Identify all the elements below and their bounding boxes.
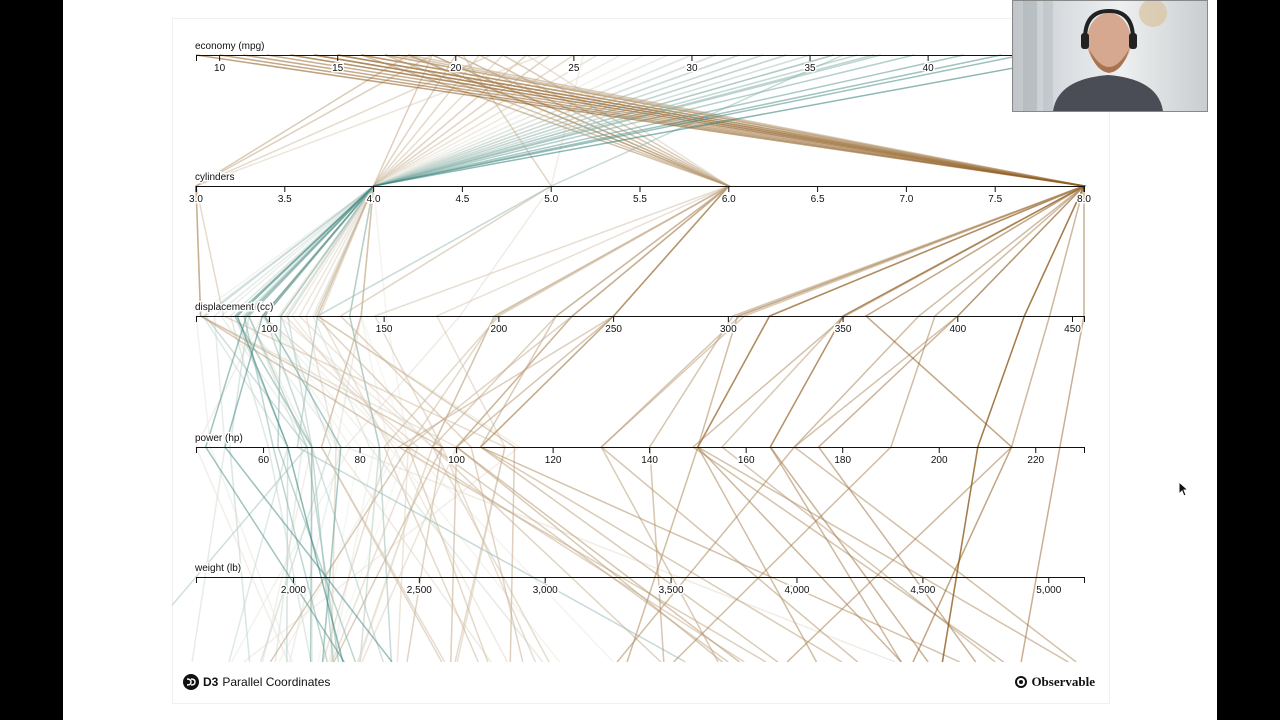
car-line <box>263 54 964 662</box>
tick-label: 160 <box>738 455 755 466</box>
car-line <box>234 54 915 662</box>
car-line <box>373 54 731 662</box>
observable-brand-text: Observable <box>1031 674 1095 689</box>
d3-logo-icon <box>183 674 199 690</box>
axis-title: power (hp) <box>195 433 243 444</box>
tick-label: 35 <box>804 63 816 74</box>
car-line <box>335 54 575 662</box>
car-line <box>243 54 874 662</box>
car-line <box>361 54 961 662</box>
tick-label: 40 <box>923 63 935 74</box>
tick-label: 25 <box>568 63 580 74</box>
tick-label: 120 <box>545 455 562 466</box>
car-line <box>277 54 882 662</box>
tick-label: 3,000 <box>533 585 558 596</box>
tick-label: 7.5 <box>988 194 1002 205</box>
tick-label: 20 <box>450 63 462 74</box>
car-line <box>259 54 764 662</box>
car-line <box>344 54 896 662</box>
tick-label: 220 <box>1027 455 1044 466</box>
car-line <box>384 54 1087 662</box>
car-line <box>234 54 787 662</box>
tick-label: 2,000 <box>281 585 306 596</box>
car-line <box>290 54 1086 662</box>
axis-title: weight (lb) <box>194 563 241 574</box>
car-line <box>384 54 740 662</box>
tick-label: 200 <box>491 324 508 335</box>
tick-label: 300 <box>720 324 737 335</box>
tick-label: 6.5 <box>811 194 825 205</box>
tick-label: 450 <box>1064 324 1081 335</box>
car-line <box>431 54 731 662</box>
axis-wt[interactable]: weight (lb) 2,000 2,500 3,000 3,500 4,000 4,50… <box>193 562 1085 598</box>
tick-label: 180 <box>834 455 851 466</box>
axis-cyl[interactable]: cylinders 3.0 3.5 4.0 4.5 5.0 5.5 6.0 6.5 7.0 7.5 8… <box>188 171 1093 207</box>
d3-label: D3 <box>203 675 219 689</box>
observable-logo-icon <box>1015 676 1028 688</box>
tick-label: 4.5 <box>455 194 469 205</box>
car-line <box>172 54 811 607</box>
car-line <box>263 54 669 662</box>
car-line <box>320 54 480 662</box>
tick-label: 100 <box>261 324 278 335</box>
car-line <box>339 54 553 662</box>
observable-brand-link[interactable]: Observable <box>1015 673 1095 691</box>
car-line <box>224 54 1023 662</box>
tick-label: 10 <box>214 63 226 74</box>
tick-label: 4,000 <box>784 585 809 596</box>
tick-label: 8.0 <box>1077 194 1091 205</box>
notebook-title[interactable]: D3 Parallel Coordinates <box>183 673 330 691</box>
tick-label: 15 <box>332 63 344 74</box>
car-line <box>195 54 1086 662</box>
tick-label: 5,000 <box>1036 585 1061 596</box>
tick-label: 2,500 <box>407 585 432 596</box>
car-line <box>435 54 731 662</box>
tick-label: 100 <box>448 455 465 466</box>
axis-title: displacement (cc) <box>195 302 273 313</box>
webcam-overlay <box>1012 0 1208 112</box>
axis-hp[interactable]: power (hp) 60 80 100 120 140 160 180 200 220 <box>194 432 1085 468</box>
tick-label: 60 <box>258 455 270 466</box>
tick-label: 200 <box>931 455 948 466</box>
axis-mpg[interactable]: economy (mpg) 10 15 20 25 30 35 40 <box>194 40 1085 76</box>
tick-label: 140 <box>641 455 658 466</box>
car-line <box>348 54 834 662</box>
car-line <box>263 54 646 662</box>
tick-label: 3,500 <box>659 585 684 596</box>
tick-label: 3.5 <box>278 194 292 205</box>
tick-label: 250 <box>605 324 622 335</box>
tick-label: 350 <box>835 324 852 335</box>
car-line <box>195 54 444 662</box>
tick-label: 6.0 <box>722 194 736 205</box>
car-line <box>408 54 843 662</box>
car-line <box>195 54 544 662</box>
tick-label: 150 <box>376 324 393 335</box>
car-line <box>296 54 844 662</box>
car-line <box>247 54 598 662</box>
tick-label: 3.0 <box>189 194 203 205</box>
car-line <box>384 54 1087 662</box>
car-line <box>316 54 516 662</box>
tick-label: 5.0 <box>544 194 558 205</box>
car-line <box>314 54 457 662</box>
car-line <box>407 54 731 662</box>
mouse-cursor-icon <box>1178 480 1190 502</box>
axis-disp[interactable]: displacement (cc) 100 150 200 250 300 350 400 45… <box>194 301 1085 337</box>
car-line <box>372 54 622 662</box>
tick-label: 400 <box>949 324 966 335</box>
car-line <box>236 54 1085 662</box>
tick-label: 80 <box>355 455 367 466</box>
car-line <box>290 54 1087 662</box>
tick-label: 5.5 <box>633 194 647 205</box>
car-line <box>195 54 410 662</box>
tick-label: 7.0 <box>899 194 913 205</box>
tick-label: 4.0 <box>367 194 381 205</box>
tick-label: 4,500 <box>910 585 935 596</box>
axis-title: economy (mpg) <box>195 41 264 52</box>
axis-title: cylinders <box>195 172 234 183</box>
tick-label: 30 <box>686 63 698 74</box>
notebook-title-text: Parallel Coordinates <box>222 675 331 689</box>
